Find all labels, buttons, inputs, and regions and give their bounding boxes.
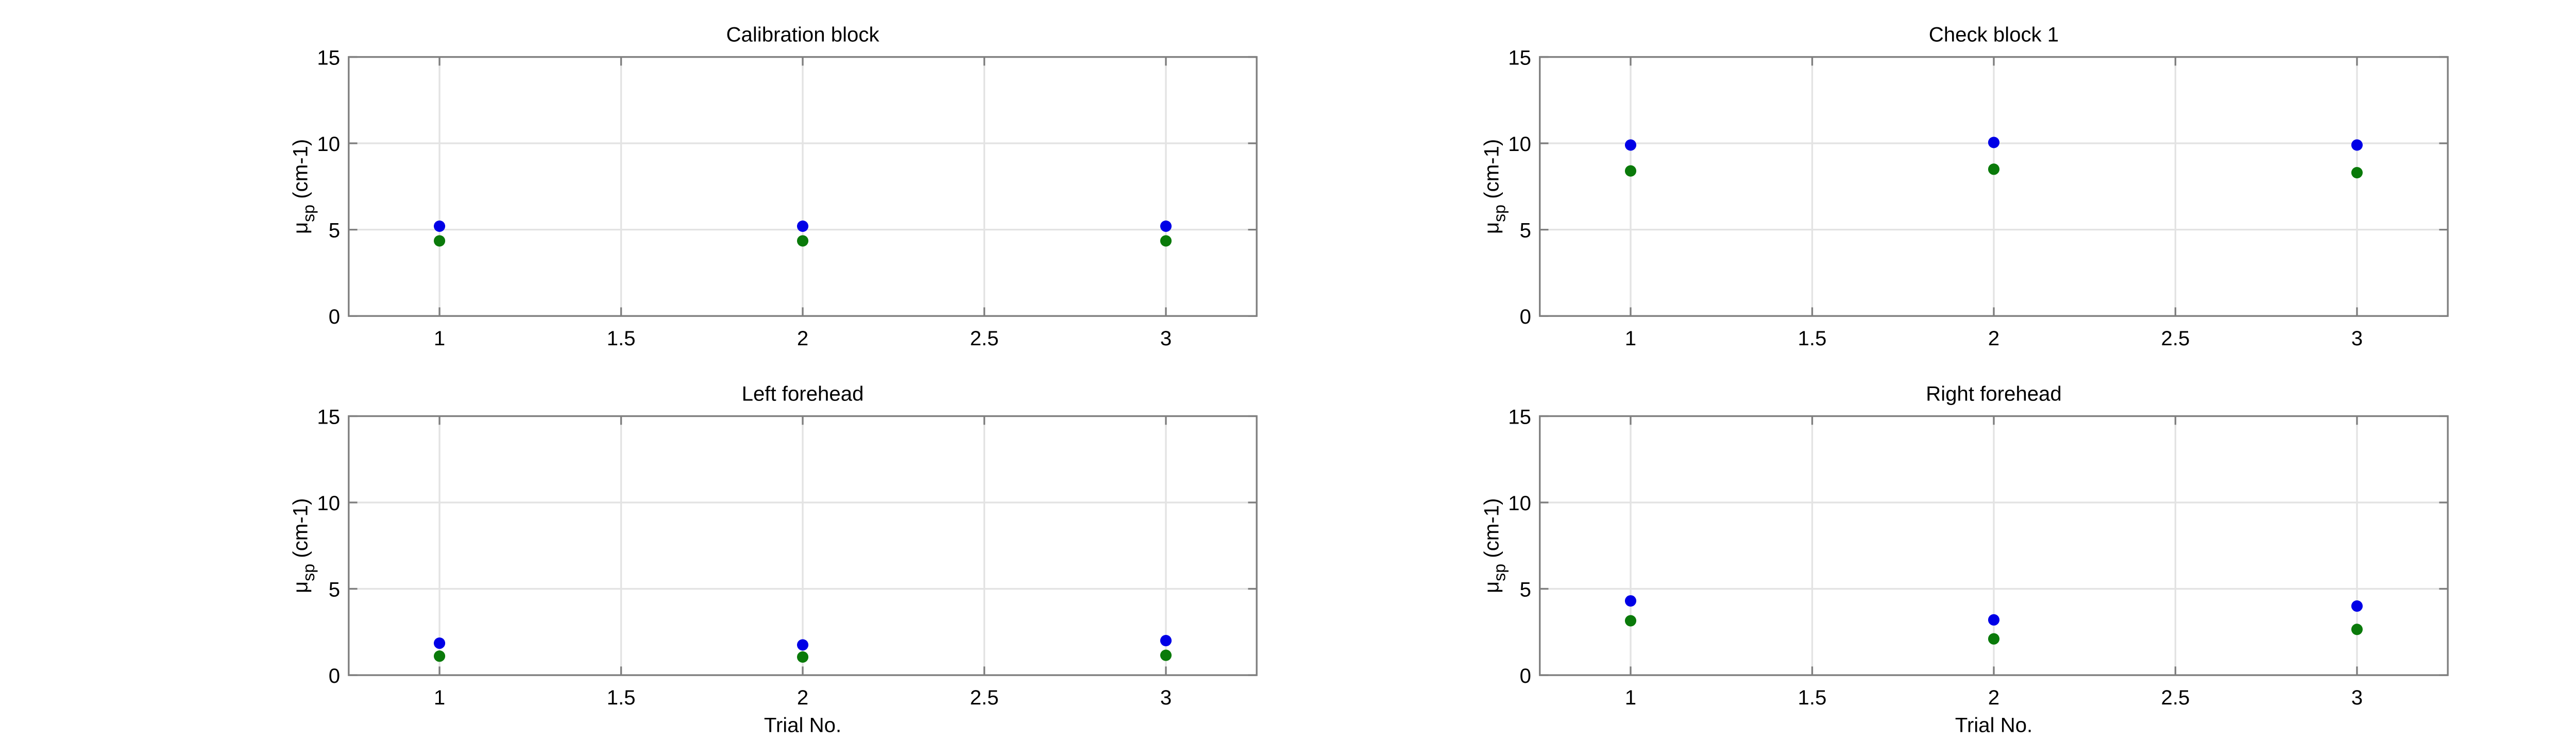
data-point: [2351, 624, 2363, 635]
y-tick-label: 15: [317, 406, 340, 429]
subplot-title: Check block 1: [1929, 23, 2059, 46]
x-tick-label: 2: [797, 686, 808, 709]
data-point: [1160, 649, 1172, 661]
y-tick-label: 10: [317, 132, 340, 156]
data-point: [2351, 600, 2363, 612]
subplot-title: Right forehead: [1926, 382, 2062, 405]
data-point: [1988, 614, 2000, 626]
y-tick-label: 0: [329, 664, 340, 687]
x-tick-label: 2.5: [2161, 686, 2190, 709]
data-point: [796, 220, 809, 232]
x-tick-label: 1: [434, 327, 445, 350]
subplot-1: 1 1.5 2 2.5 3 0 5 10 15 Calibration block μsp (cm-…: [289, 23, 1258, 350]
y-axis-label: μsp (cm-1): [289, 139, 317, 234]
y-axis-label: μsp (cm-1): [1480, 139, 1509, 234]
y-tick-label: 10: [1508, 132, 1531, 156]
x-axis-label: Trial No.: [1955, 714, 2032, 737]
y-tick-label: 5: [329, 219, 340, 242]
y-tick-label: 10: [1508, 492, 1531, 515]
data-point: [1160, 635, 1172, 647]
data-point: [434, 220, 446, 232]
data-point: [1624, 139, 1637, 151]
data-point: [796, 639, 809, 651]
data-point: [1624, 165, 1637, 177]
y-tick-label: 0: [1520, 305, 1531, 328]
x-tick-label: 1.5: [607, 327, 636, 350]
data-point: [434, 235, 446, 247]
x-tick-label: 1.5: [1798, 686, 1827, 709]
subplot-title: Calibration block: [726, 23, 879, 46]
x-tick-label: 3: [1160, 686, 1172, 709]
y-tick-label: 10: [317, 492, 340, 515]
data-point: [1988, 163, 2000, 175]
data-point: [1624, 615, 1637, 627]
x-tick-label: 2: [1988, 327, 1999, 350]
data-point: [2351, 167, 2363, 179]
subplot-3: 1 1.5 2 2.5 3 0 5 10 15 Left forehead Trial No. μsp…: [289, 382, 1258, 737]
y-tick-label: 0: [1520, 664, 1531, 687]
subplot-4: 1 1.5 2 2.5 3 0 5 10 15 Right forehead Trial No. μs…: [1480, 382, 2449, 737]
y-axis-label: μsp (cm-1): [289, 498, 317, 593]
y-tick-label: 0: [329, 305, 340, 328]
y-tick-label: 15: [317, 46, 340, 70]
x-tick-label: 2.5: [2161, 327, 2190, 350]
x-tick-label: 3: [1160, 327, 1172, 350]
data-point: [1624, 595, 1637, 607]
x-tick-label: 2: [797, 327, 808, 350]
x-tick-label: 3: [2351, 327, 2363, 350]
subplot-title: Left forehead: [742, 382, 864, 405]
x-tick-label: 2: [1988, 686, 1999, 709]
y-tick-label: 5: [329, 578, 340, 601]
x-tick-label: 1.5: [1798, 327, 1827, 350]
data-point: [1988, 137, 2000, 148]
x-tick-label: 1: [434, 686, 445, 709]
data-point: [796, 651, 809, 663]
x-tick-label: 2.5: [970, 327, 999, 350]
y-tick-label: 15: [1508, 46, 1531, 70]
data-point: [796, 235, 809, 247]
x-tick-label: 2.5: [970, 686, 999, 709]
y-axis-label: μsp (cm-1): [1480, 498, 1509, 593]
data-point: [1160, 220, 1172, 232]
y-tick-label: 5: [1520, 578, 1531, 601]
data-point: [434, 650, 446, 662]
y-tick-label: 15: [1508, 406, 1531, 429]
y-tick-label: 5: [1520, 219, 1531, 242]
subplot-2: 1 1.5 2 2.5 3 0 5 10 15 Check block 1 μsp (cm-1): [1480, 23, 2449, 350]
data-point: [1160, 235, 1172, 247]
data-point: [2351, 139, 2363, 151]
x-axis-label: Trial No.: [764, 714, 841, 737]
data-point: [434, 637, 446, 649]
x-tick-label: 1: [1625, 327, 1636, 350]
x-tick-label: 3: [2351, 686, 2363, 709]
data-point: [1988, 633, 2000, 645]
x-tick-label: 1: [1625, 686, 1636, 709]
x-tick-label: 1.5: [607, 686, 636, 709]
